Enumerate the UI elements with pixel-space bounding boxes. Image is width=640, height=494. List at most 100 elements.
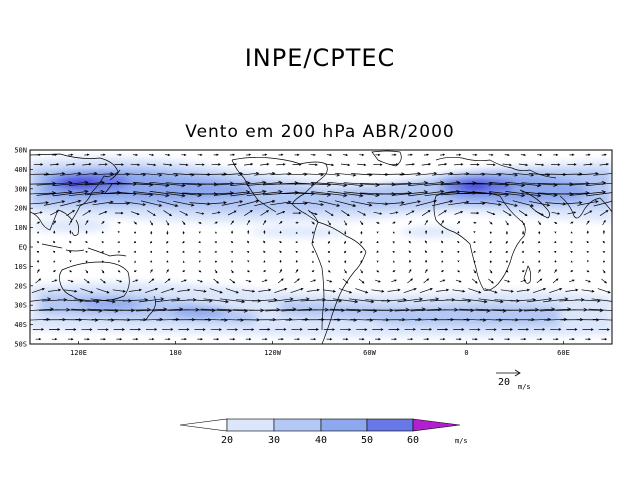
wind-vector: [295, 269, 299, 273]
wind-vector: [245, 279, 252, 283]
wind-vector: [133, 270, 137, 273]
coast-south-america: [311, 221, 367, 344]
wind-vector: [59, 318, 83, 322]
wind-vector: [538, 260, 541, 263]
lon-label-180: 180: [169, 349, 182, 357]
wind-vector: [48, 328, 61, 331]
wind-vector: [166, 230, 169, 235]
wind-vector: [496, 172, 519, 177]
wind-vector: [230, 220, 234, 225]
wind-vector: [114, 163, 124, 166]
wind-vector: [166, 269, 169, 273]
wind-vector: [69, 260, 72, 263]
wind-vector: [440, 220, 444, 225]
wind-vector: [577, 200, 599, 206]
wind-vector: [437, 162, 448, 166]
wind-vector: [570, 221, 574, 224]
wind-vector: [101, 260, 104, 264]
wind-vector: [355, 288, 369, 294]
wind-vector: [538, 231, 541, 235]
wind-vector: [51, 279, 58, 283]
wind-vector: [456, 241, 460, 244]
wind-vector: [230, 269, 234, 274]
wind-vector: [67, 279, 74, 283]
wind-vector: [327, 220, 331, 226]
wind-vector: [553, 251, 557, 253]
wind-vector: [408, 250, 411, 253]
wind-vector: [553, 221, 558, 224]
wind-vector: [197, 153, 203, 157]
wind-vector: [166, 241, 169, 244]
wind-vector: [340, 163, 351, 167]
wind-vector: [52, 250, 56, 253]
wind-vector: [81, 328, 93, 331]
wind-vector: [311, 191, 348, 198]
wind-vector: [100, 153, 106, 156]
wind-vector: [83, 278, 90, 284]
wind-vector: [602, 250, 605, 253]
wind-vector: [452, 289, 466, 293]
wind-vector: [279, 250, 282, 253]
wind-vector: [373, 163, 383, 166]
wind-vector: [392, 231, 395, 234]
wind-vector: [140, 172, 163, 177]
wind-vector: [341, 210, 350, 217]
wind-vector: [408, 230, 412, 234]
wind-vector: [149, 250, 153, 253]
wind-vector: [295, 259, 298, 263]
wind-vector: [311, 231, 314, 235]
wind-vector: [275, 328, 287, 331]
wind-vector: [82, 162, 92, 166]
wind-vector: [501, 328, 513, 331]
wind-vector: [198, 240, 201, 243]
colorbar-label-40: 40: [315, 435, 327, 446]
wind-vector: [561, 201, 583, 205]
wind-vector: [150, 230, 153, 235]
coast-asia: [30, 153, 119, 231]
wind-vector: [424, 230, 428, 235]
wind-vector: [263, 240, 266, 244]
wind-vector: [198, 191, 235, 196]
wind-vector: [324, 163, 335, 167]
wind-vector: [343, 220, 347, 226]
wind-vector: [101, 241, 104, 244]
wind-vector: [85, 240, 88, 244]
wind-vector: [246, 219, 250, 226]
wind-vector: [479, 318, 503, 322]
wind-vector: [522, 260, 525, 264]
wind-vector: [592, 318, 612, 321]
wind-vector: [413, 297, 440, 303]
wind-vector: [405, 163, 415, 166]
wind-vector: [455, 337, 462, 341]
wind-vector: [376, 221, 380, 224]
wind-vector: [295, 221, 299, 224]
coast-new-zealand: [145, 295, 156, 321]
wind-vector: [520, 279, 527, 283]
wind-vector: [447, 318, 471, 322]
wind-vector: [392, 241, 395, 244]
lat-label-40s: 40S: [14, 321, 27, 329]
wind-vector: [85, 230, 88, 234]
wind-vector: [119, 307, 152, 312]
colorbar-label-60: 60: [407, 435, 419, 446]
wind-vector: [521, 270, 525, 273]
wind-vector: [246, 189, 283, 197]
wind-vector: [327, 240, 331, 244]
wind-vector: [243, 162, 254, 166]
wind-vector: [117, 241, 120, 244]
wind-vector: [453, 328, 465, 331]
wind-vector: [193, 289, 207, 293]
wind-vector: [327, 191, 364, 198]
wind-vector: [322, 289, 336, 293]
wind-vector: [577, 171, 599, 176]
wind-vector: [230, 240, 234, 244]
wind-vector: [32, 328, 45, 331]
wind-vector: [343, 153, 349, 157]
wind-vector: [253, 317, 277, 322]
wind-vector: [328, 260, 331, 264]
wind-vector: [415, 199, 438, 207]
wind-vector: [407, 153, 413, 156]
colorbar-label-20: 20: [221, 435, 233, 446]
wind-vector: [489, 231, 492, 235]
